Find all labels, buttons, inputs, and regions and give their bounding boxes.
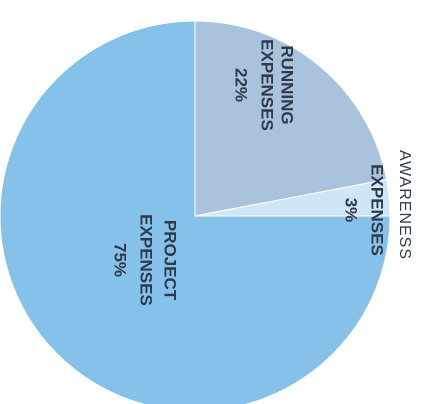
slice-running-expenses	[194, 20, 388, 217]
slice-value-running: 22%	[232, 68, 251, 102]
pie-slices	[0, 20, 391, 404]
slice-label-running-line2: EXPENSES	[258, 39, 277, 131]
slice-label-running-line1: RUNNING	[278, 45, 297, 124]
slice-label-project-line2: EXPENSES	[137, 214, 156, 306]
side-label-awareness: AWARENESS	[396, 150, 413, 260]
slice-label-awareness: EXPENSES	[368, 164, 387, 256]
pie-labels: RUNNING EXPENSES 22% EXPENSES 3% AWARENE…	[111, 39, 413, 306]
slice-value-project: 75%	[111, 243, 130, 277]
slice-label-project-line1: PROJECT	[161, 220, 180, 301]
slice-project-expenses	[0, 20, 391, 404]
slice-value-awareness: 3%	[342, 198, 361, 223]
